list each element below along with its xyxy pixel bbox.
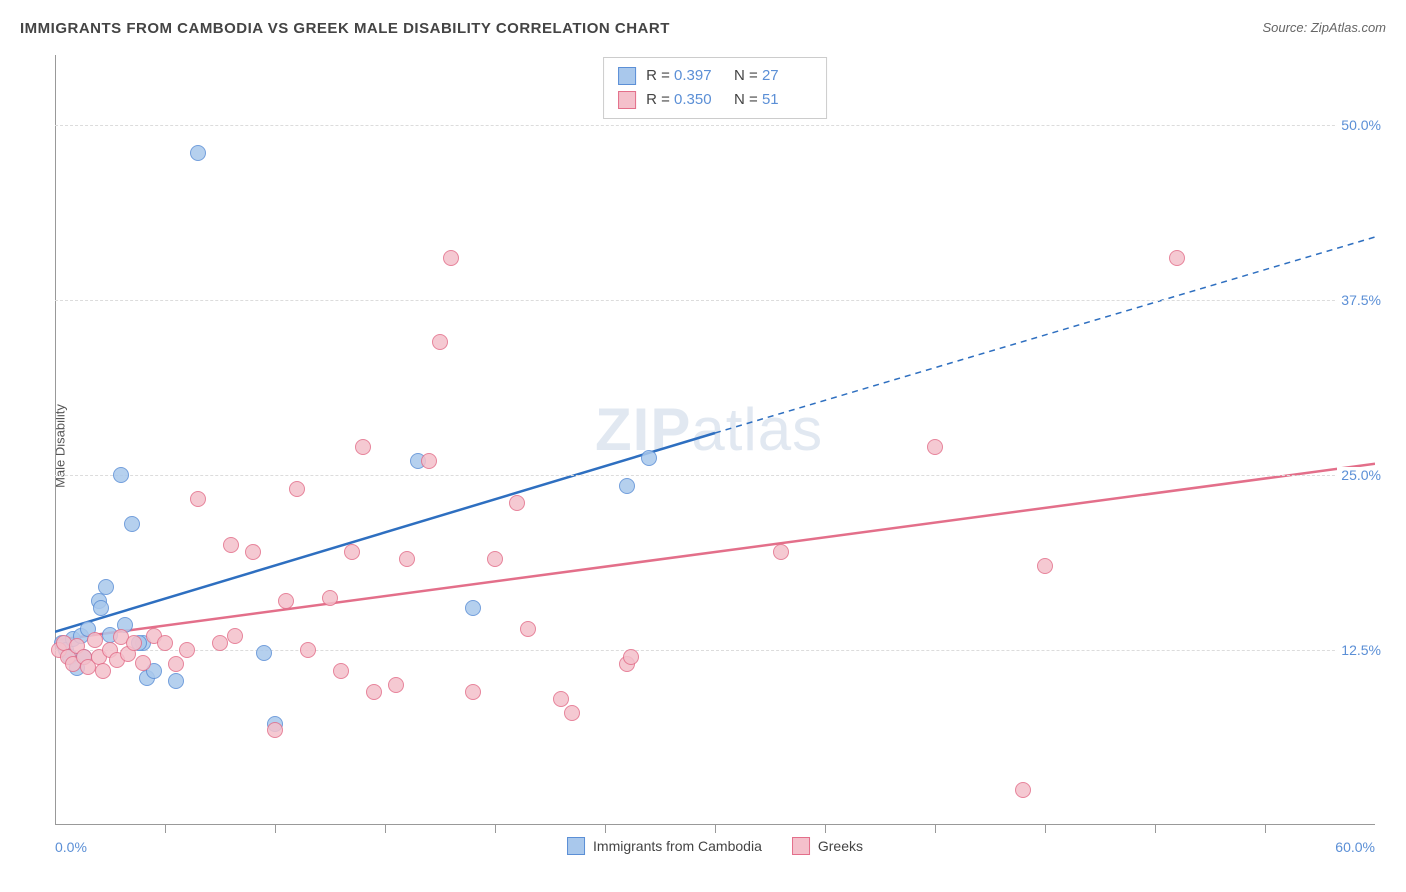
x-tick — [1155, 825, 1156, 833]
data-point-greeks — [553, 691, 569, 707]
x-tick — [495, 825, 496, 833]
stats-legend: R = 0.397 N = 27 R = 0.350 N = 51 — [603, 57, 827, 119]
data-point-greeks — [126, 635, 142, 651]
data-point-greeks — [157, 635, 173, 651]
y-axis — [55, 55, 56, 825]
x-tick — [1265, 825, 1266, 833]
data-point-greeks — [1169, 250, 1185, 266]
stats-row-cambodia: R = 0.397 N = 27 — [618, 64, 812, 88]
swatch-cambodia — [618, 67, 636, 85]
data-point-greeks — [927, 439, 943, 455]
data-point-greeks — [399, 551, 415, 567]
data-point-greeks — [366, 684, 382, 700]
data-point-greeks — [227, 628, 243, 644]
data-point-greeks — [564, 705, 580, 721]
data-point-greeks — [509, 495, 525, 511]
legend-item-greeks: Greeks — [792, 837, 863, 855]
x-tick — [935, 825, 936, 833]
data-point-cambodia — [256, 645, 272, 661]
data-point-greeks — [87, 632, 103, 648]
data-point-greeks — [322, 590, 338, 606]
data-point-cambodia — [465, 600, 481, 616]
data-point-greeks — [344, 544, 360, 560]
y-tick-label: 37.5% — [1337, 292, 1385, 308]
data-point-greeks — [212, 635, 228, 651]
x-tick — [825, 825, 826, 833]
y-tick-label: 12.5% — [1337, 642, 1385, 658]
bottom-legend: Immigrants from Cambodia Greeks — [567, 837, 863, 855]
data-point-greeks — [1037, 558, 1053, 574]
data-point-cambodia — [93, 600, 109, 616]
x-axis-min-label: 0.0% — [55, 839, 87, 855]
y-tick-label: 25.0% — [1337, 467, 1385, 483]
plot-area: ZIPatlas R = 0.397 N = 27 R = 0.350 N = … — [55, 55, 1375, 825]
data-point-greeks — [95, 663, 111, 679]
data-point-cambodia — [641, 450, 657, 466]
watermark: ZIPatlas — [595, 395, 823, 464]
x-tick — [275, 825, 276, 833]
source-label: Source: ZipAtlas.com — [1262, 20, 1386, 35]
data-point-greeks — [190, 491, 206, 507]
data-point-greeks — [223, 537, 239, 553]
data-point-greeks — [168, 656, 184, 672]
data-point-cambodia — [98, 579, 114, 595]
data-point-greeks — [432, 334, 448, 350]
legend-swatch-cambodia — [567, 837, 585, 855]
swatch-greeks — [618, 91, 636, 109]
data-point-greeks — [388, 677, 404, 693]
data-point-greeks — [300, 642, 316, 658]
data-point-greeks — [1015, 782, 1031, 798]
gridline — [55, 300, 1375, 301]
data-point-greeks — [520, 621, 536, 637]
x-tick — [1045, 825, 1046, 833]
legend-item-cambodia: Immigrants from Cambodia — [567, 837, 762, 855]
x-tick — [165, 825, 166, 833]
data-point-greeks — [245, 544, 261, 560]
data-point-greeks — [487, 551, 503, 567]
data-point-greeks — [333, 663, 349, 679]
y-tick-label: 50.0% — [1337, 117, 1385, 133]
data-point-cambodia — [113, 467, 129, 483]
x-tick — [715, 825, 716, 833]
data-point-cambodia — [124, 516, 140, 532]
legend-label-cambodia: Immigrants from Cambodia — [593, 838, 762, 854]
gridline — [55, 650, 1375, 651]
chart-title: IMMIGRANTS FROM CAMBODIA VS GREEK MALE D… — [20, 20, 670, 37]
data-point-greeks — [443, 250, 459, 266]
data-point-greeks — [179, 642, 195, 658]
data-point-greeks — [267, 722, 283, 738]
gridline — [55, 475, 1375, 476]
x-axis-max-label: 60.0% — [1335, 839, 1375, 855]
data-point-cambodia — [619, 478, 635, 494]
data-point-greeks — [465, 684, 481, 700]
x-tick — [605, 825, 606, 833]
gridline — [55, 125, 1375, 126]
data-point-greeks — [773, 544, 789, 560]
x-tick — [385, 825, 386, 833]
data-point-greeks — [623, 649, 639, 665]
stats-row-greeks: R = 0.350 N = 51 — [618, 88, 812, 112]
data-point-greeks — [135, 655, 151, 671]
legend-label-greeks: Greeks — [818, 838, 863, 854]
data-point-cambodia — [190, 145, 206, 161]
trend-lines — [55, 55, 1375, 825]
data-point-greeks — [355, 439, 371, 455]
data-point-greeks — [289, 481, 305, 497]
legend-swatch-greeks — [792, 837, 810, 855]
data-point-cambodia — [168, 673, 184, 689]
data-point-greeks — [421, 453, 437, 469]
data-point-greeks — [278, 593, 294, 609]
